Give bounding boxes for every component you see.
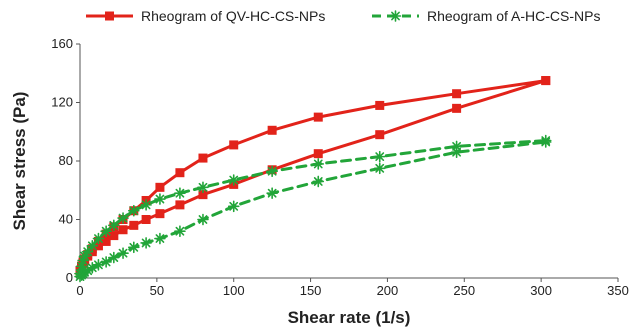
data-point-a (197, 213, 209, 226)
data-point-a (266, 187, 278, 199)
data-point-a (450, 146, 463, 159)
data-point-qv (175, 168, 185, 178)
legend-label-qv: Rheogram of QV-HC-CS-NPs (141, 8, 325, 24)
data-point-a (312, 158, 325, 170)
data-point-qv (375, 130, 385, 140)
data-point-a (108, 251, 120, 264)
x-tick-label: 100 (223, 283, 245, 298)
data-point-qv (313, 112, 323, 122)
data-point-qv (175, 200, 185, 210)
x-tick-label: 150 (300, 283, 322, 298)
legend-label-a: Rheogram of A-HC-CS-NPs (427, 8, 601, 24)
legend-marker-qv (105, 11, 114, 21)
legend-marker-shape (105, 11, 114, 21)
x-tick-label: 250 (453, 283, 475, 298)
y-axis-title: Shear stress (Pa) (10, 92, 29, 231)
y-tick-label: 0 (66, 270, 73, 285)
data-point-qv (141, 215, 151, 224)
axes (76, 43, 619, 282)
data-point-a (117, 212, 129, 224)
data-point-a (174, 187, 186, 199)
data-point-qv (541, 76, 551, 86)
data-point-a (117, 247, 129, 259)
data-point-a (539, 136, 552, 148)
data-point-a (266, 165, 278, 178)
data-point-qv (101, 236, 111, 246)
data-point-a (100, 225, 112, 237)
data-point-a (373, 150, 386, 163)
legend-marker-shape (389, 10, 402, 22)
data-point-qv (198, 190, 208, 200)
legend-marker-a (389, 10, 402, 22)
data-point-qv (118, 225, 128, 235)
y-tick-label: 160 (51, 36, 73, 51)
x-tick-label: 200 (377, 283, 399, 298)
data-point-qv (229, 140, 239, 150)
data-point-qv (452, 103, 462, 113)
data-point-a (74, 270, 86, 283)
data-point-a (154, 232, 166, 245)
x-tick-label: 300 (530, 283, 552, 298)
data-point-a (373, 162, 386, 175)
data-point-a (154, 193, 166, 205)
data-point-a (312, 175, 325, 188)
series-layer (74, 76, 552, 283)
data-point-a (86, 240, 99, 252)
tick-labels: 0 50 100 150 200 250 300 350 0 40 80 120 160 (51, 36, 629, 298)
data-point-a (140, 237, 152, 249)
data-point-qv (129, 220, 139, 230)
data-point-qv (375, 100, 385, 110)
data-point-a (100, 256, 112, 268)
data-point-a (197, 181, 209, 194)
data-point-a (140, 199, 152, 211)
data-point-qv (198, 153, 208, 163)
data-point-a (174, 225, 186, 237)
y-tick-label: 80 (59, 153, 73, 168)
data-point-a (227, 200, 240, 213)
x-axis-title: Shear rate (1/s) (288, 308, 411, 327)
legend: Rheogram of QV-HC-CS-NPs Rheogram of A-H… (86, 8, 601, 24)
data-point-a (128, 204, 140, 217)
data-point-qv (109, 231, 119, 241)
data-point-a (227, 174, 240, 186)
data-point-qv (93, 241, 103, 251)
data-point-a (81, 245, 94, 258)
data-point-qv (313, 149, 323, 159)
data-point-qv (155, 182, 165, 192)
x-tick-label: 0 (76, 283, 83, 298)
y-tick-label: 40 (59, 212, 73, 227)
data-point-a (108, 219, 120, 232)
x-tick-label: 50 (150, 283, 164, 298)
data-point-a (92, 232, 105, 245)
x-tick-label: 350 (607, 283, 629, 298)
data-point-qv (155, 209, 165, 219)
data-point-qv (452, 89, 462, 99)
y-tick-label: 120 (51, 95, 73, 110)
data-point-qv (267, 125, 277, 135)
data-point-a (128, 241, 140, 254)
